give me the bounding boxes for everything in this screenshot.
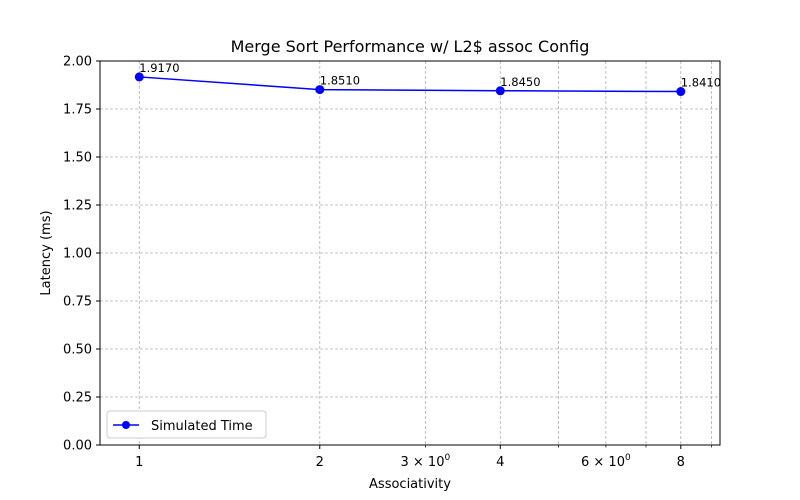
data-point	[315, 85, 325, 95]
data-labels: 1.9170 1.8510 1.8450 1.8410	[139, 61, 721, 90]
x-minor-tick-label: 6 × 100	[581, 453, 631, 470]
y-axis-label: Latency (ms)	[39, 210, 54, 295]
y-tick-label: 0.50	[63, 343, 92, 358]
x-tick-label: 8	[677, 455, 685, 470]
series-line-simulated-time	[139, 76, 681, 93]
y-tick-label: 0.25	[63, 391, 92, 406]
grid	[100, 60, 720, 446]
legend-box	[106, 410, 267, 439]
data-label: 1.8450	[500, 75, 540, 89]
data-point	[134, 72, 144, 82]
legend-marker	[122, 421, 130, 429]
y-tick-label: 1.50	[63, 151, 92, 166]
y-tick-label: 0.75	[63, 295, 92, 310]
data-label: 1.9170	[139, 61, 179, 75]
x-axis-label: Associativity	[369, 477, 451, 492]
data-point	[495, 86, 505, 96]
y-tick-label: 2.00	[63, 55, 92, 70]
y-tick-label: 0.00	[63, 439, 92, 454]
y-tick-label: 1.75	[63, 103, 92, 118]
series	[134, 72, 686, 97]
data-point	[676, 87, 686, 97]
ticks: 0.00 0.25 0.50 0.75 1.00 1.25 1.50 1.75 2.00 1 2 4 8…	[63, 55, 712, 470]
legend: Simulated Time	[106, 410, 267, 439]
data-label: 1.8410	[681, 76, 721, 90]
y-tick-label: 1.25	[63, 199, 92, 214]
data-label: 1.8510	[320, 74, 360, 88]
x-tick-label: 2	[316, 455, 324, 470]
chart-title: Merge Sort Performance w/ L2$ assoc Conf…	[231, 37, 590, 56]
y-tick-label: 1.00	[63, 247, 92, 262]
legend-entry-simulated-time: Simulated Time	[151, 419, 253, 434]
x-tick-label: 1	[135, 455, 143, 470]
x-tick-label: 4	[496, 455, 504, 470]
x-minor-tick-label: 3 × 100	[401, 453, 451, 470]
